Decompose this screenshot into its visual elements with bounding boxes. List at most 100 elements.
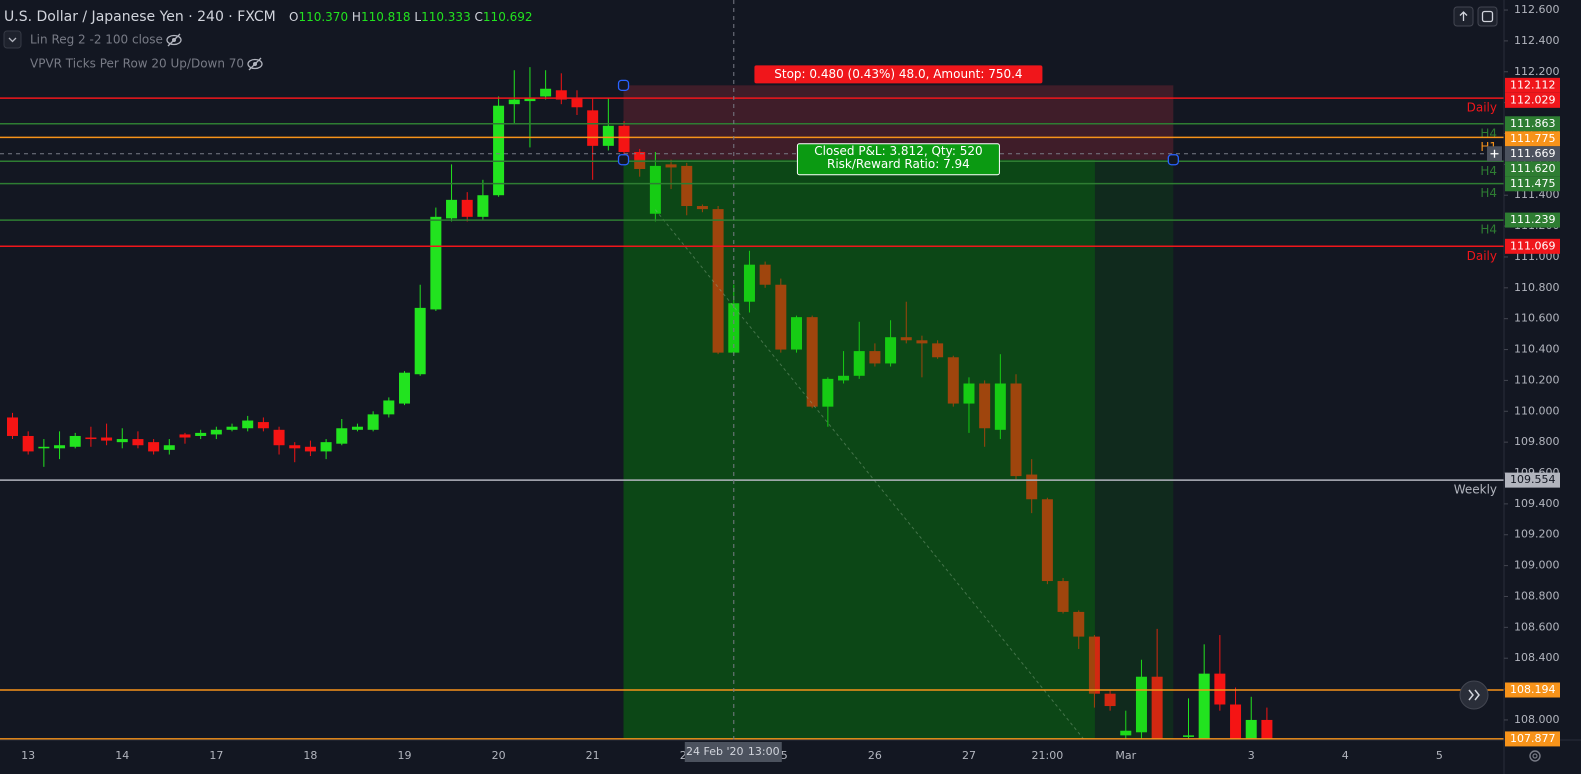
candle-body [618, 125, 630, 153]
indicator-row: VPVR Ticks Per Row 20 Up/Down 70 [30, 57, 263, 71]
ohlc-key: H [352, 10, 361, 24]
price-label: 108.194 [1510, 683, 1556, 696]
settings-gear[interactable] [1529, 750, 1541, 762]
candle-body [806, 317, 818, 407]
candle-body [179, 434, 191, 438]
price-label: 111.069 [1510, 239, 1556, 252]
fullscreen-icon [1481, 10, 1494, 23]
level-tag: Daily [1467, 249, 1497, 263]
candle-body [273, 429, 285, 446]
candle-body [493, 105, 505, 196]
price-label-box [1505, 238, 1560, 254]
y-tick-label: 109.400 [1514, 497, 1560, 510]
y-tick-label: 109.000 [1514, 559, 1560, 572]
candle-body [289, 445, 301, 449]
position-handle [1167, 154, 1179, 166]
candle-body [1088, 636, 1100, 694]
price-label-box [1505, 472, 1560, 488]
candle-body [304, 446, 316, 452]
price-label-box [1505, 682, 1560, 698]
candle-body [1198, 673, 1210, 740]
candle-body [916, 340, 928, 344]
candle-body [1135, 676, 1147, 733]
y-tick-label: 110.800 [1514, 281, 1560, 294]
candle-body [446, 199, 458, 219]
candle-body [696, 206, 708, 210]
ohlc-value: 110.818 [361, 10, 411, 24]
y-tick-label: 110.200 [1514, 373, 1560, 386]
collapse-button[interactable] [3, 30, 22, 49]
fullscreen-button[interactable] [1477, 6, 1498, 27]
exchange: FXCM [237, 9, 275, 25]
price-label: 112.112 [1510, 78, 1556, 91]
indicator-label[interactable]: VPVR Ticks Per Row 20 Up/Down 70 [30, 57, 244, 71]
candle-body [524, 97, 536, 102]
result-label: Closed P&L: 3.812, Qty: 520 [814, 144, 982, 158]
x-tick-label: 21 [586, 749, 600, 762]
level-tag: Daily [1467, 101, 1497, 115]
x-tick-label: Mar [1115, 749, 1136, 762]
candle-body [1120, 730, 1132, 736]
candle-body [101, 437, 113, 441]
candle-body [571, 97, 583, 108]
x-tick-label: 21:00 [1032, 749, 1064, 762]
result-label-box [796, 143, 1000, 176]
hidden-eye-icon[interactable] [166, 33, 182, 47]
candle-body [634, 152, 646, 169]
price-label: 111.239 [1510, 213, 1556, 226]
price-label: 111.620 [1510, 162, 1556, 175]
candle-body [257, 422, 269, 429]
candle-body [54, 445, 66, 449]
candle-body [508, 99, 520, 105]
candle-body [195, 432, 207, 436]
scroll-button[interactable] [1459, 680, 1489, 710]
profit-zone [623, 159, 1095, 740]
candle-body [69, 435, 81, 447]
ohlc-value: 110.370 [298, 10, 348, 24]
y-tick-label: 108.800 [1514, 589, 1560, 602]
separator: · [224, 9, 237, 25]
profit-zone-open [1094, 159, 1174, 740]
candle-body [1183, 735, 1194, 737]
hidden-eye-icon[interactable] [247, 57, 263, 71]
ohlc-legend: O110.370 H110.818 L110.333 C110.692 [289, 10, 533, 24]
chevron-icon [8, 37, 17, 43]
y-tick-label: 111.400 [1514, 188, 1560, 201]
candle-body [900, 337, 912, 341]
price-label-box [1505, 92, 1560, 108]
candle-body [1214, 673, 1226, 705]
indicator-label[interactable]: Lin Reg 2 -2 100 close [30, 33, 163, 47]
x-tick-label: 18 [303, 749, 317, 762]
candle-body [994, 383, 1006, 430]
crosshair-time: 13:00 [748, 745, 780, 758]
candle-body [132, 439, 144, 446]
ohlc-key: L [414, 10, 421, 24]
separator: · [184, 9, 197, 25]
level-tag: H4 [1480, 126, 1497, 140]
y-tick-label: 112.600 [1514, 3, 1560, 16]
candle-body [712, 209, 724, 353]
y-tick-label: 108.000 [1514, 713, 1560, 726]
position-handle [617, 79, 630, 91]
price-label: 111.669 [1510, 147, 1556, 160]
x-tick-label: 26 [868, 749, 882, 762]
y-tick-label: 109.200 [1514, 528, 1560, 541]
level-tag: H4 [1480, 186, 1497, 200]
x-tick-label: 3 [1248, 749, 1255, 762]
interval[interactable]: 240 [197, 9, 224, 25]
candle-body [7, 417, 18, 436]
ratio-label: Risk/Reward Ratio: 7.94 [827, 157, 970, 171]
candle-body [791, 317, 802, 350]
candle-body [587, 110, 599, 146]
x-tick-label: 13 [21, 749, 35, 762]
crosshair-date: 24 Feb '20 [686, 745, 744, 758]
candle-body [85, 437, 97, 440]
level-tag: Weekly [1454, 483, 1497, 497]
price-label: 111.863 [1510, 117, 1556, 130]
candle-body [979, 383, 991, 429]
indicator-row: Lin Reg 2 -2 100 close [3, 30, 182, 49]
price-label: 111.775 [1510, 132, 1556, 145]
plot-area: DailyH4H1H4H4H4DailyWeekly [0, 0, 1504, 740]
ohlc-key: C [475, 10, 483, 24]
